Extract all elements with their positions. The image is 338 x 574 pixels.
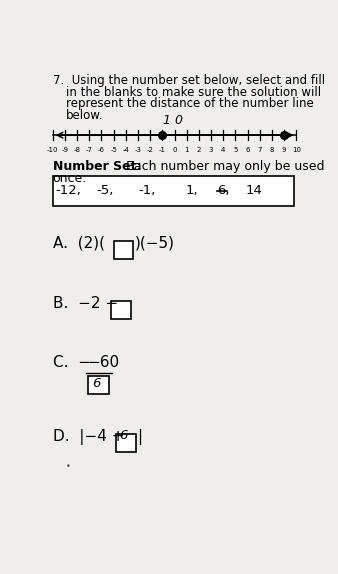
Text: -9: -9 bbox=[62, 147, 68, 153]
Text: 6: 6 bbox=[93, 377, 101, 390]
FancyBboxPatch shape bbox=[114, 241, 133, 259]
Text: 10: 10 bbox=[292, 147, 301, 153]
FancyBboxPatch shape bbox=[116, 435, 136, 452]
Text: -2: -2 bbox=[147, 147, 153, 153]
Text: -5,: -5, bbox=[96, 184, 114, 197]
Text: A.  (2)(: A. (2)( bbox=[53, 236, 105, 251]
Text: 6: 6 bbox=[119, 429, 127, 442]
Text: 9: 9 bbox=[282, 147, 286, 153]
Text: 6: 6 bbox=[245, 147, 250, 153]
Text: 1 0: 1 0 bbox=[163, 114, 183, 127]
Text: -1,: -1, bbox=[138, 184, 156, 197]
Text: 4: 4 bbox=[221, 147, 225, 153]
Text: 7: 7 bbox=[258, 147, 262, 153]
Text: 6,: 6, bbox=[217, 184, 229, 197]
FancyBboxPatch shape bbox=[111, 301, 130, 319]
Text: 7.  Using the number set below, select and fill: 7. Using the number set below, select an… bbox=[53, 74, 325, 87]
Text: below.: below. bbox=[66, 108, 103, 122]
FancyBboxPatch shape bbox=[88, 377, 109, 394]
Text: 14: 14 bbox=[246, 184, 263, 197]
FancyBboxPatch shape bbox=[53, 176, 294, 206]
Text: -10: -10 bbox=[47, 147, 58, 153]
Text: •: • bbox=[66, 462, 71, 471]
Text: -4: -4 bbox=[122, 147, 129, 153]
Text: 1,: 1, bbox=[185, 184, 198, 197]
Text: 2: 2 bbox=[197, 147, 201, 153]
Text: -6: -6 bbox=[98, 147, 105, 153]
Text: C.  −: C. − bbox=[53, 355, 91, 370]
Text: -5: -5 bbox=[110, 147, 117, 153]
Text: once.: once. bbox=[53, 172, 87, 185]
Text: Number Set:: Number Set: bbox=[53, 160, 141, 173]
Text: in the blanks to make sure the solution will: in the blanks to make sure the solution … bbox=[66, 86, 321, 99]
Text: represent the distance of the number line: represent the distance of the number lin… bbox=[66, 97, 314, 110]
Text: 5: 5 bbox=[233, 147, 238, 153]
Text: -3: -3 bbox=[135, 147, 142, 153]
Text: 1: 1 bbox=[185, 147, 189, 153]
Text: -7: -7 bbox=[86, 147, 93, 153]
Text: −60: −60 bbox=[87, 355, 119, 370]
Text: D.  |−4 +: D. |−4 + bbox=[53, 429, 129, 445]
Text: -1: -1 bbox=[159, 147, 166, 153]
Text: -12,: -12, bbox=[55, 184, 81, 197]
Text: 3: 3 bbox=[209, 147, 213, 153]
Text: -8: -8 bbox=[74, 147, 80, 153]
Text: )(−5): )(−5) bbox=[135, 236, 174, 251]
Text: 0: 0 bbox=[172, 147, 177, 153]
Text: 8: 8 bbox=[270, 147, 274, 153]
Text: Each number may only be used: Each number may only be used bbox=[122, 160, 324, 173]
Text: B.  −2 −: B. −2 − bbox=[53, 296, 118, 311]
Text: |: | bbox=[137, 429, 142, 445]
